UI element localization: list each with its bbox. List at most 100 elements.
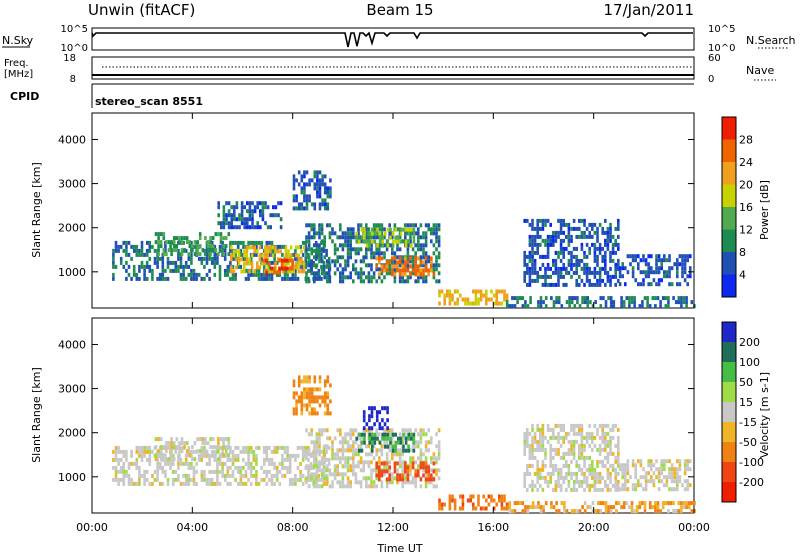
data-cell [570,274,573,279]
data-cell [631,266,635,271]
data-cell [541,427,545,432]
data-cell [135,481,139,486]
data-cell [383,243,386,248]
data-cell [371,239,374,244]
data-cell [583,222,586,227]
data-cell [327,260,331,265]
data-cell [224,449,228,454]
data-cell [237,249,241,254]
data-cell [362,414,366,419]
data-cell [526,505,530,510]
data-cell [174,469,178,474]
data-cell [305,379,309,384]
data-cell [291,252,295,257]
data-cell [323,476,326,481]
data-cell [270,477,274,482]
data-cell [164,469,167,474]
data-cell [544,455,547,460]
data-cell [218,268,222,273]
data-cell [326,403,330,408]
data-cell [247,272,250,277]
data-cell [112,276,115,281]
data-cell [218,248,222,253]
data-cell [214,445,218,450]
data-cell [655,459,658,464]
colorbar-segment [722,382,736,403]
data-cell [346,227,350,232]
data-cell [300,399,304,404]
data-cell [274,205,278,210]
data-cell [604,250,607,255]
data-cell [654,296,657,301]
data-cell [617,463,620,468]
data-cell [629,262,632,267]
data-cell [580,435,584,440]
data-cell [430,456,433,461]
data-cell [559,435,563,440]
data-cell [333,456,337,461]
data-cell [601,463,604,468]
data-cell [314,276,318,281]
data-cell [255,252,258,257]
data-cell [599,296,603,301]
data-cell [192,465,196,470]
data-cell [682,501,686,506]
data-cell [541,262,545,267]
data-cell [297,253,301,258]
data-cell [588,435,591,440]
data-cell [575,254,578,259]
data-cell [531,463,534,468]
data-cell [258,245,262,250]
nsearch-label: N.Search [746,34,796,47]
data-cell [166,276,170,281]
data-cell [300,407,304,412]
data-cell [443,301,446,306]
data-cell [308,375,311,380]
data-cell [320,247,324,252]
data-cell [172,445,176,450]
data-cell [148,461,152,466]
data-cell [521,501,525,506]
data-cell [230,217,233,222]
data-cell [326,279,329,284]
data-cell [609,238,612,243]
data-cell [552,234,555,239]
data-cell [598,487,602,492]
data-cell [668,258,671,263]
colorbar-segment [722,322,736,343]
data-cell [283,449,287,454]
data-cell [213,244,217,249]
data-cell [404,235,407,240]
data-cell [135,276,139,281]
data-cell [670,479,674,484]
data-cell [591,282,594,287]
data-cell [145,252,149,257]
data-cell [165,445,168,450]
data-cell [562,479,565,484]
data-cell [226,264,230,269]
data-cell [641,304,644,309]
data-cell [346,460,350,465]
data-cell [424,223,428,228]
data-cell [528,254,532,259]
data-cell [531,483,534,488]
data-cell [552,262,555,267]
data-cell [409,456,412,461]
data-cell [656,296,660,301]
data-cell [235,257,238,262]
data-cell [544,435,547,440]
data-cell [580,218,584,223]
data-cell [355,231,358,236]
data-cell [295,261,298,266]
data-cell [591,226,594,231]
data-cell [210,449,214,454]
data-cell [143,449,146,454]
cpid-label: CPID [10,90,39,103]
data-cell [559,423,563,428]
data-cell [529,300,532,305]
data-cell [456,289,459,294]
data-cell [349,231,352,236]
data-cell [393,452,397,457]
data-cell [310,464,313,469]
data-cell [572,423,576,428]
